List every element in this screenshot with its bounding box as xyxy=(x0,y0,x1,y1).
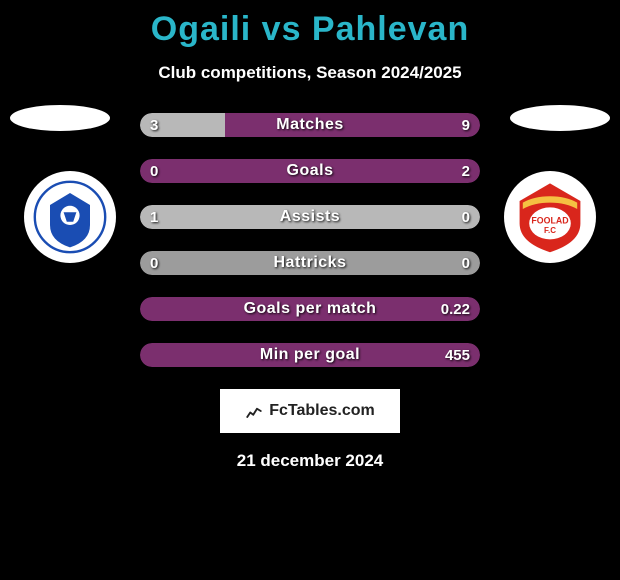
stat-bars: Matches39Goals02Assists10Hattricks00Goal… xyxy=(140,113,480,367)
middle-area: FOOLAD F.C Matches39Goals02Assists10Hatt… xyxy=(0,113,620,367)
date-text: 21 december 2024 xyxy=(237,451,384,471)
stat-bar: Goals0 2 xyxy=(140,159,480,183)
crest-left-icon xyxy=(30,177,110,257)
bar-label: Goals xyxy=(140,159,480,183)
bar-value-right: 0.22 xyxy=(441,297,470,321)
svg-text:FOOLAD: FOOLAD xyxy=(531,215,568,225)
bar-value-right: 2 xyxy=(462,159,470,183)
crest-right-icon: FOOLAD F.C xyxy=(510,177,590,257)
brand-text: FcTables.com xyxy=(269,402,375,420)
subtitle: Club competitions, Season 2024/2025 xyxy=(158,63,461,83)
stat-bar: Assists1 0 xyxy=(140,205,480,229)
bar-value-left: 0 xyxy=(150,159,158,183)
stat-bar: Hattricks0 0 xyxy=(140,251,480,275)
bar-value-left: 3 xyxy=(150,113,158,137)
chart-icon xyxy=(245,402,263,420)
bar-value-left: 1 xyxy=(150,205,158,229)
flag-left xyxy=(10,105,110,131)
svg-text:F.C: F.C xyxy=(544,226,556,235)
bar-label: Min per goal xyxy=(140,343,480,367)
bar-value-right: 455 xyxy=(445,343,470,367)
bar-value-right: 0 xyxy=(462,251,470,275)
bar-label: Goals per match xyxy=(140,297,480,321)
bar-label: Hattricks xyxy=(140,251,480,275)
stat-bar: Goals per match0.22 xyxy=(140,297,480,321)
bar-label: Assists xyxy=(140,205,480,229)
stat-bar: Min per goal455 xyxy=(140,343,480,367)
comparison-card: Ogaili vs Pahlevan Club competitions, Se… xyxy=(0,0,620,580)
flag-right xyxy=(510,105,610,131)
bar-value-left: 0 xyxy=(150,251,158,275)
page-title: Ogaili vs Pahlevan xyxy=(151,10,469,49)
brand-badge: FcTables.com xyxy=(220,389,400,433)
stat-bar: Matches3 9 xyxy=(140,113,480,137)
crest-left xyxy=(24,171,116,263)
bar-value-right: 9 xyxy=(462,113,470,137)
bar-label: Matches xyxy=(140,113,480,137)
crest-right: FOOLAD F.C xyxy=(504,171,596,263)
bar-value-right: 0 xyxy=(462,205,470,229)
